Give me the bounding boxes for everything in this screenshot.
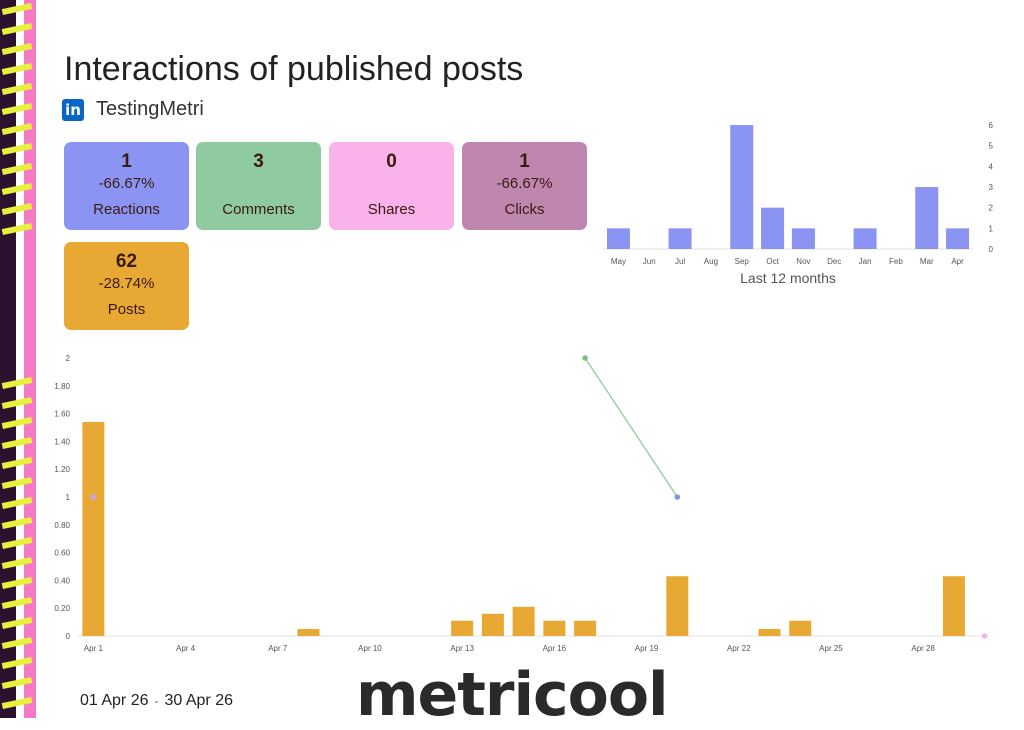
data-point-marker: [90, 494, 97, 500]
monthly-y-tick-label: 4: [989, 162, 994, 171]
clicks-label: Clicks: [504, 201, 545, 218]
clicks-value: 1: [519, 151, 530, 172]
reactions-value: 1: [121, 151, 132, 172]
monthly-bar: [853, 228, 877, 249]
daily-x-tick-label: Apr 16: [543, 644, 567, 653]
monthly-x-tick-label: Jun: [643, 257, 656, 266]
daily-y-tick-label: 1: [66, 493, 71, 502]
page-title: Interactions of published posts: [64, 50, 524, 88]
monthly-x-tick-label: Nov: [796, 257, 810, 266]
date-range-separator: -: [154, 694, 159, 708]
monthly-x-tick-label: Jul: [675, 257, 685, 266]
daily-x-tick-label: Apr 22: [727, 644, 751, 653]
monthly-x-tick-label: May: [611, 257, 626, 266]
daily-y-tick-label: 1.60: [54, 410, 70, 419]
metricool-logo: metricool: [356, 660, 669, 730]
daily-y-tick-label: 0.60: [54, 549, 70, 558]
daily-y-tick-label: 0.20: [54, 604, 70, 613]
daily-x-tick-label: Apr 1: [84, 644, 104, 653]
clicks-change: -66.67%: [496, 175, 553, 192]
posts-bar: [758, 629, 781, 636]
monthly-y-tick-label: 2: [989, 204, 994, 213]
monthly-bar: [761, 207, 785, 249]
daily-interactions-chart: 0 0.20 0.40 0.60 0.80 1 1.20 1.40 1.60 1.80 2 Apr 1…: [54, 354, 988, 653]
account-name: TestingMetri: [96, 98, 204, 120]
reactions-card: 1 -66.67% Reactions: [64, 142, 189, 230]
monthly-x-tick-label: Sep: [735, 257, 750, 266]
daily-x-tick-label: Apr 25: [819, 644, 843, 653]
monthly-x-tick-label: Oct: [766, 257, 779, 266]
monthly-bar: [915, 187, 939, 249]
monthly-x-axis-title: Last 12 months: [740, 270, 836, 286]
comments-label: Comments: [222, 201, 295, 218]
shares-value: 0: [386, 151, 397, 172]
daily-x-tick-label: Apr 4: [176, 644, 196, 653]
daily-y-tick-label: 1.40: [54, 437, 70, 446]
data-point-marker: [674, 494, 681, 500]
data-point-marker: [582, 355, 588, 361]
data-point-marker: [981, 633, 988, 639]
monthly-bar: [730, 125, 754, 249]
monthly-y-tick-label: 1: [989, 224, 994, 233]
posts-bar: [297, 629, 320, 636]
shares-card: 0 Shares: [329, 142, 454, 230]
account-header: in TestingMetri: [62, 98, 204, 121]
comments-card: 3 Comments: [196, 142, 321, 230]
shares-label: Shares: [367, 201, 416, 218]
posts-bar: [512, 606, 535, 636]
monthly-y-tick-label: 5: [989, 142, 994, 151]
monthly-y-tick-label: 6: [989, 121, 994, 130]
posts-card: 62 -28.74% Posts: [64, 242, 189, 330]
daily-y-tick-label: 1.20: [54, 465, 70, 474]
posts-bar: [451, 620, 474, 636]
daily-x-tick-label: Apr 10: [358, 644, 382, 653]
linkedin-icon: in: [62, 98, 84, 121]
posts-value: 62: [115, 251, 138, 272]
reactions-change: -66.67%: [98, 175, 155, 192]
daily-x-tick-label: Apr 28: [911, 644, 935, 653]
interactions-line: [584, 357, 678, 498]
monthly-bar: [606, 228, 630, 249]
posts-label: Posts: [107, 301, 146, 318]
date-range: 01 Apr 26-30 Apr 26: [80, 692, 233, 710]
monthly-bar: [791, 228, 815, 249]
monthly-bar-chart: May Jun Jul Aug Sep Oct Nov Dec Jan Feb Mar Apr 0 1 2 3…: [603, 121, 994, 286]
monthly-x-tick-label: Jan: [859, 257, 872, 266]
reactions-label: Reactions: [93, 201, 160, 218]
posts-bar: [82, 421, 105, 636]
monthly-y-tick-label: 3: [989, 183, 994, 192]
monthly-x-tick-label: Aug: [704, 257, 718, 266]
monthly-x-tick-label: Feb: [889, 257, 903, 266]
posts-bar: [666, 576, 689, 636]
daily-x-tick-label: Apr 7: [268, 644, 288, 653]
monthly-bar: [946, 228, 970, 249]
daily-y-tick-label: 1.80: [54, 382, 70, 391]
posts-bar: [942, 576, 965, 636]
daily-y-tick-label: 0: [66, 632, 71, 641]
posts-bar: [543, 620, 566, 636]
monthly-y-tick-label: 0: [989, 245, 994, 254]
posts-bar: [574, 620, 597, 636]
daily-y-tick-label: 0.40: [54, 576, 70, 585]
date-range-start: 01 Apr 26: [80, 692, 149, 709]
monthly-x-tick-label: Apr: [951, 257, 964, 266]
posts-bar: [481, 613, 504, 636]
comments-value: 3: [253, 151, 264, 172]
monthly-x-tick-label: Mar: [920, 257, 934, 266]
daily-x-tick-label: Apr 19: [635, 644, 659, 653]
monthly-bar: [668, 228, 692, 249]
posts-bar: [789, 620, 812, 636]
clicks-card: 1 -66.67% Clicks: [462, 142, 587, 230]
decorative-left-border: [0, 0, 36, 718]
monthly-x-tick-label: Dec: [827, 257, 841, 266]
daily-y-tick-label: 2: [66, 354, 71, 363]
daily-x-tick-label: Apr 13: [450, 644, 474, 653]
date-range-end: 30 Apr 26: [164, 692, 234, 709]
daily-y-tick-label: 0.80: [54, 521, 70, 530]
posts-change: -28.74%: [98, 275, 155, 292]
